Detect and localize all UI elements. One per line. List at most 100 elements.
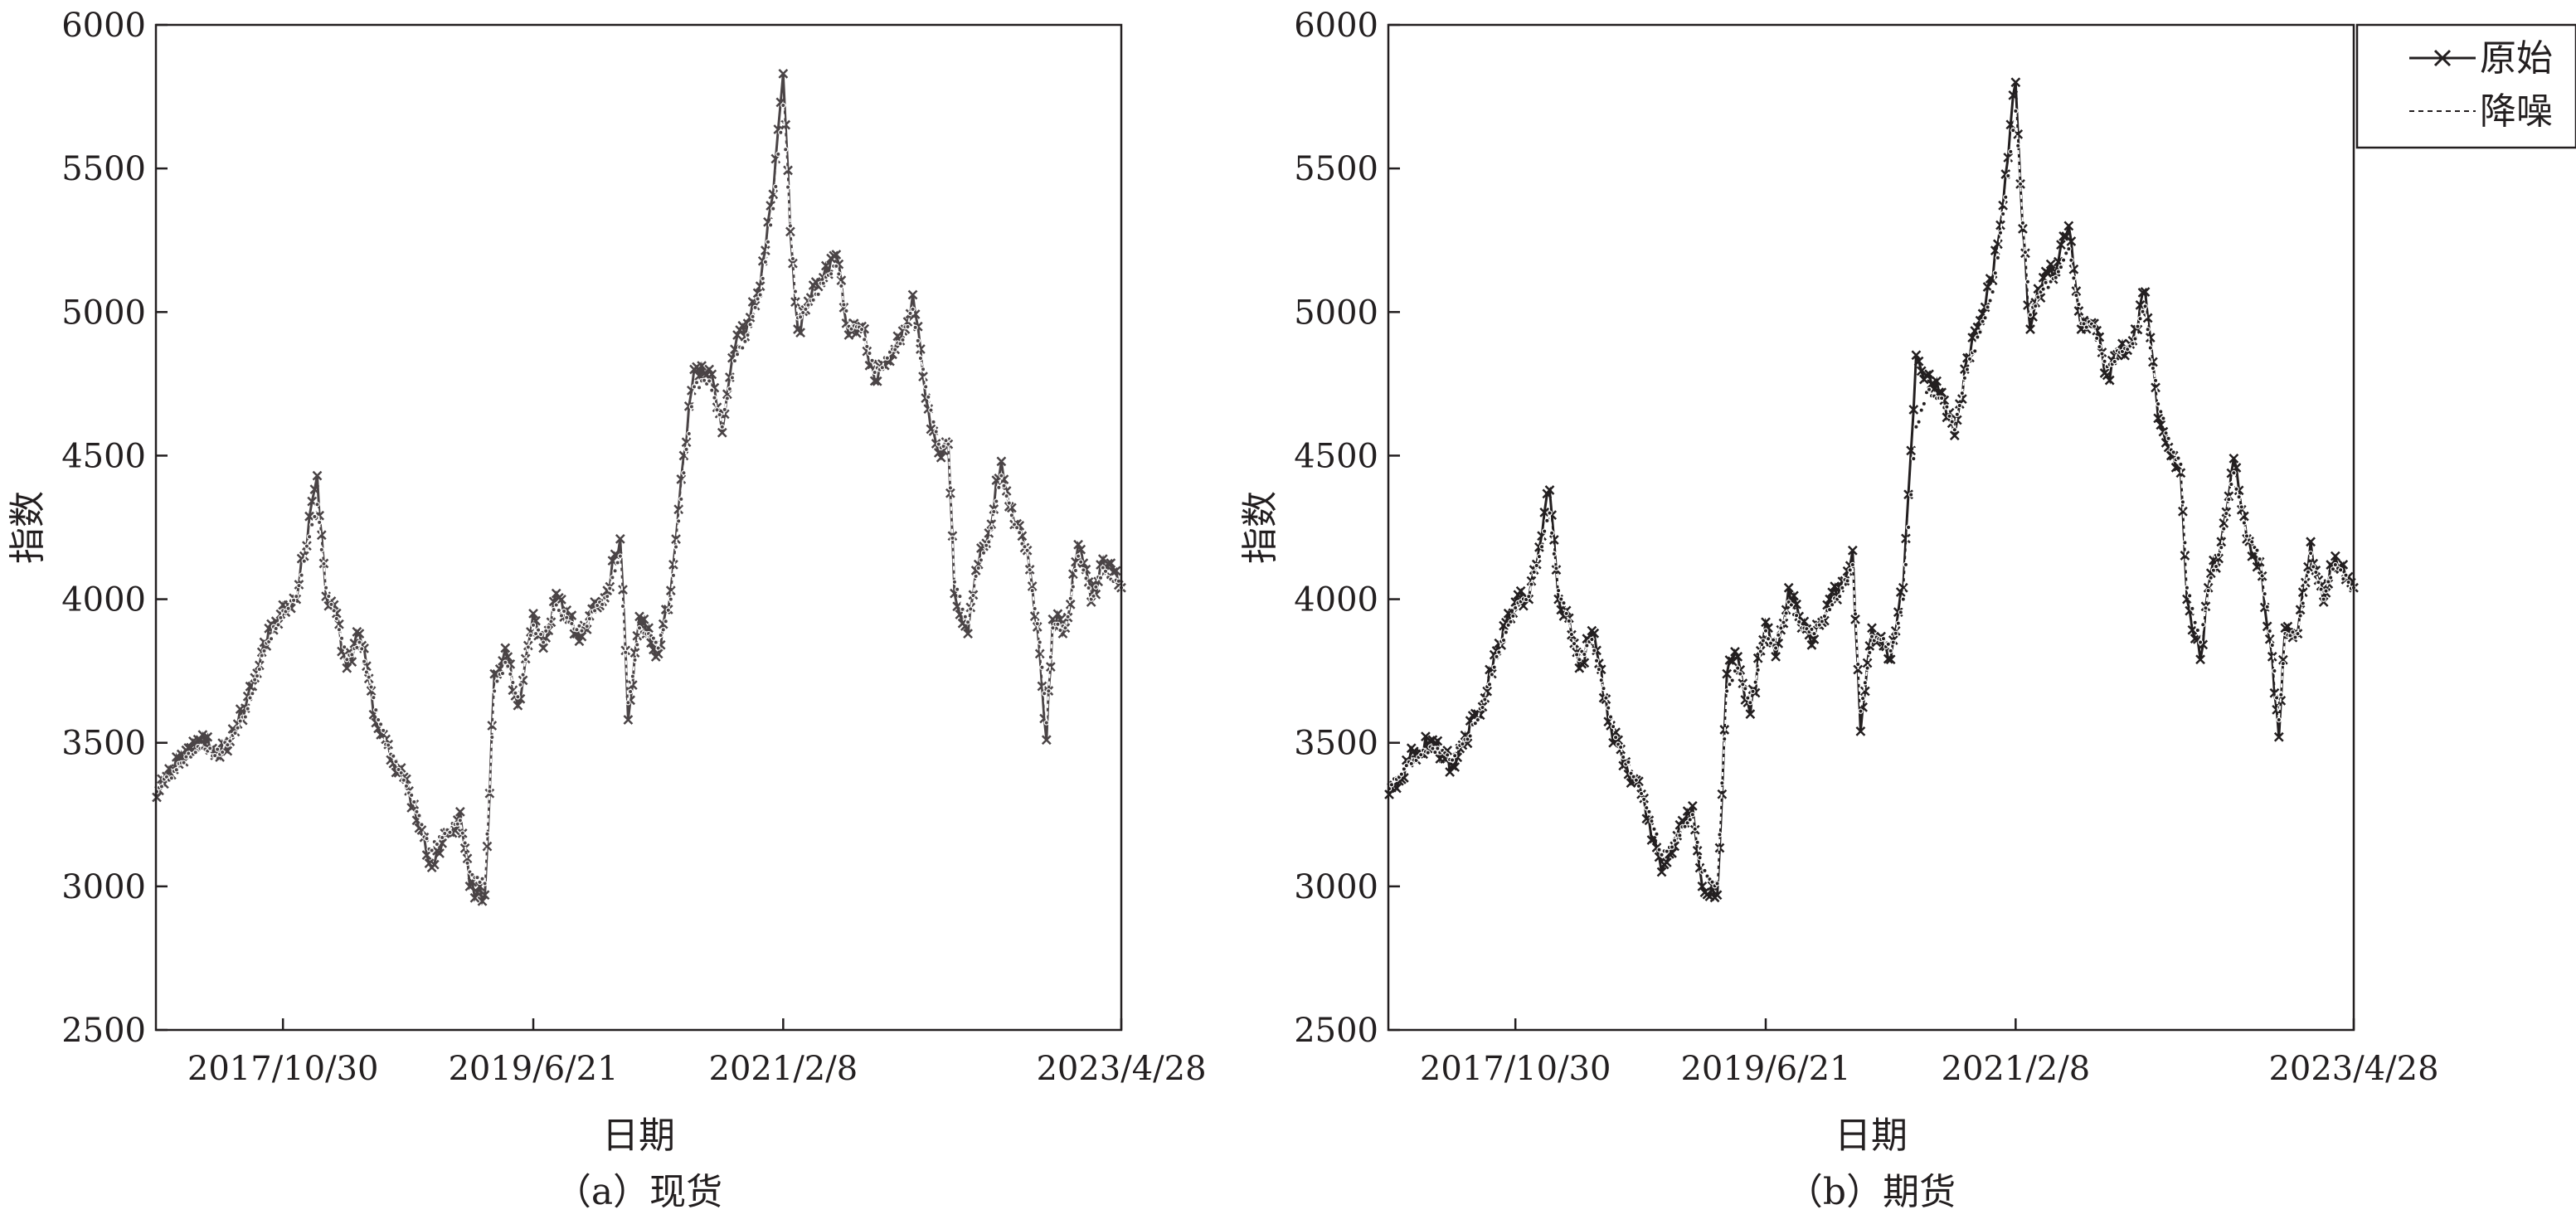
panel-b-denoised-marker — [1966, 356, 1973, 362]
panel-a-denoised-marker — [912, 324, 918, 331]
panel-a-denoised-marker — [843, 308, 849, 314]
panel-b-denoised-marker — [2083, 324, 2089, 330]
panel-b-denoised-marker — [2066, 245, 2072, 252]
panel-a-denoised-marker — [681, 470, 687, 476]
panel-b-original-marker — [1929, 384, 1939, 394]
panel-b-denoised-marker — [1862, 680, 1869, 686]
panel-b-original-marker — [1862, 658, 1873, 668]
panel-a-denoised-marker — [591, 608, 598, 614]
panel-a-original-marker — [737, 320, 748, 331]
panel-a-denoised-marker — [783, 147, 789, 153]
panel-a-denoised-marker — [328, 601, 334, 608]
panel-a-denoised-marker — [296, 582, 302, 589]
panel-b-denoised-marker — [1651, 826, 1657, 832]
panel-b-denoised-marker — [1793, 612, 1800, 619]
panel-a-denoised-marker — [564, 614, 570, 620]
panel-b-denoised-marker — [2063, 250, 2069, 256]
panel-b-denoised-marker — [1975, 334, 1981, 340]
panel-a-denoised-marker — [173, 766, 179, 773]
panel-b-original-marker — [2238, 511, 2249, 522]
panel-a-denoised-marker — [864, 343, 870, 350]
panel-b-denoised-marker — [1432, 749, 1438, 755]
panel-b-original-marker — [2056, 240, 2066, 250]
panel-b-original-marker — [1697, 881, 1708, 891]
panel-a-denoised-marker — [660, 627, 666, 633]
panel-a-denoised-marker — [338, 635, 345, 641]
panel-a-denoised-marker — [439, 834, 445, 841]
panel-b-denoised-marker — [2318, 586, 2324, 592]
panel-a-denoised-marker — [309, 522, 315, 527]
panel-b-y-tick-label: 4500 — [1294, 437, 1378, 475]
panel-b-denoised-marker — [2099, 351, 2105, 357]
panel-a-denoised-marker — [1013, 525, 1020, 531]
panel-b-denoised-marker — [1449, 757, 1456, 763]
panel-b-denoised-marker — [1864, 665, 1870, 671]
panel-a-y-tick-label: 3000 — [61, 868, 146, 906]
panel-a-original-marker — [354, 629, 365, 639]
panel-a-denoised-marker — [706, 378, 712, 384]
panel-a-denoised-marker — [1017, 530, 1023, 536]
panel-b-original-marker — [1589, 628, 1600, 639]
panel-b-original-marker — [2140, 287, 2151, 297]
panel-b-y-tick-label: 3000 — [1294, 868, 1378, 906]
panel-b-denoised-marker — [2330, 566, 2336, 572]
panel-b-denoised-marker — [2045, 284, 2051, 290]
panel-a-original-marker — [477, 896, 488, 906]
panel-b-original-marker — [1482, 686, 1493, 697]
panel-b-original-marker — [1791, 599, 1801, 610]
panel-b-denoised-marker — [2137, 316, 2143, 322]
panel-a-original-marker — [1041, 735, 1052, 746]
panel-a-denoised-marker — [994, 498, 999, 504]
panel-b-original-marker — [1898, 582, 1908, 593]
panel-a-denoised-marker — [745, 332, 751, 338]
panel-a-denoised-marker — [800, 309, 806, 316]
panel-b-original-marker — [1783, 582, 1794, 593]
panel-b-denoised-marker — [1972, 348, 1978, 354]
panel-a-denoised-marker — [775, 151, 781, 158]
panel-b-original-marker — [2303, 561, 2313, 572]
panel-b-denoised-marker — [2205, 587, 2211, 594]
panel-a-original-marker — [615, 533, 625, 544]
panel-a-original-marker — [1034, 648, 1045, 659]
panel-a-denoised-marker — [543, 628, 549, 634]
panel-a-original-marker — [916, 344, 926, 354]
panel-b-original-marker — [1924, 369, 1934, 380]
panel-b-denoised-marker — [2024, 279, 2031, 284]
panel-b-denoised-marker — [2295, 630, 2301, 637]
panel-b-denoised-marker — [2091, 323, 2097, 329]
panel-b-denoised-marker — [1809, 626, 1815, 633]
panel-b-denoised-marker — [2155, 401, 2161, 407]
panel-b-denoised-marker — [1388, 782, 1395, 788]
panel-a-denoised-marker — [650, 635, 657, 641]
panel-b-denoised-marker — [1636, 783, 1642, 789]
panel-b-original-marker — [1932, 376, 1942, 386]
panel-a-denoised-marker — [349, 652, 355, 658]
panel-a-denoised-marker — [398, 770, 404, 776]
panel-a-original-marker — [665, 585, 676, 596]
panel-a-denoised-marker — [227, 738, 233, 744]
panel-a-denoised-marker — [869, 357, 875, 363]
panel-b-denoised-marker — [1977, 329, 1983, 335]
panel-b-original-marker — [1806, 639, 1817, 650]
panel-a-denoised-marker — [336, 627, 343, 633]
panel-b-denoised-marker — [1603, 695, 1609, 701]
panel-b-denoised-marker — [2158, 409, 2164, 415]
panel-a-denoised-marker — [612, 568, 618, 574]
panel-a-denoised-marker — [532, 630, 539, 637]
panel-b-denoised-marker — [2332, 561, 2339, 568]
panel-a-original-marker — [707, 369, 717, 380]
panel-b-denoised-marker — [2019, 220, 2026, 226]
panel-b-denoised-marker — [2013, 108, 2019, 114]
panel-a-denoised-marker — [1009, 512, 1015, 518]
panel-b-denoised-marker — [2208, 575, 2214, 580]
panel-a-original-marker — [697, 361, 707, 372]
panel-a-denoised-marker — [841, 302, 847, 308]
panel-a-original-marker — [1106, 558, 1116, 568]
panel-a-denoised-marker — [574, 626, 580, 633]
panel-b-denoised-marker — [1959, 390, 1966, 396]
panel-b-denoised-marker — [1508, 619, 1514, 624]
legend-original-marker — [2433, 49, 2452, 67]
panel-b-denoised-marker — [1921, 401, 1927, 407]
panel-a-denoised-marker — [385, 742, 391, 748]
panel-b-denoised-marker — [1742, 686, 1748, 692]
